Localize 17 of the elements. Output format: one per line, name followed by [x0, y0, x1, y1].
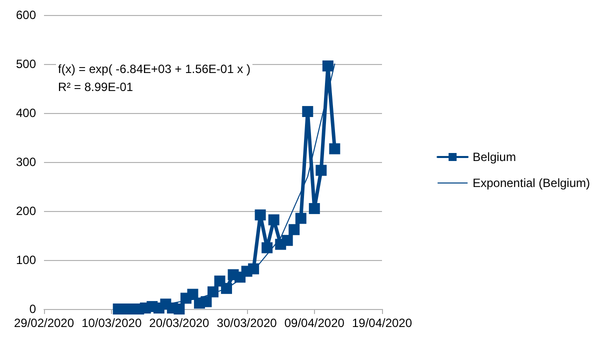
- y-tick-label: 200: [16, 204, 36, 218]
- x-tick-label: 30/03/2020: [216, 316, 278, 330]
- x-tick-label: 10/03/2020: [82, 316, 142, 330]
- legend-label: Belgium: [472, 150, 516, 164]
- y-tick-label: 500: [16, 57, 36, 71]
- x-tick-label: 19/04/2020: [352, 316, 412, 330]
- annotation: R² = 8.99E-01: [58, 80, 134, 94]
- x-tick-label: 29/02/2020: [14, 316, 74, 330]
- y-tick-label: 600: [16, 8, 36, 22]
- annotation: f(x) = exp( -6.84E+03 + 1.56E-01 x ): [58, 62, 250, 76]
- x-tick-label: 20/03/2020: [149, 316, 210, 330]
- y-tick-label: 300: [16, 155, 36, 169]
- y-tick-label: 100: [16, 253, 36, 267]
- x-tick-label: 09/04/2020: [284, 316, 345, 330]
- legend-label: Exponential (Belgium): [472, 176, 590, 190]
- y-tick-label: 400: [16, 106, 36, 120]
- y-tick-label: 0: [29, 302, 36, 316]
